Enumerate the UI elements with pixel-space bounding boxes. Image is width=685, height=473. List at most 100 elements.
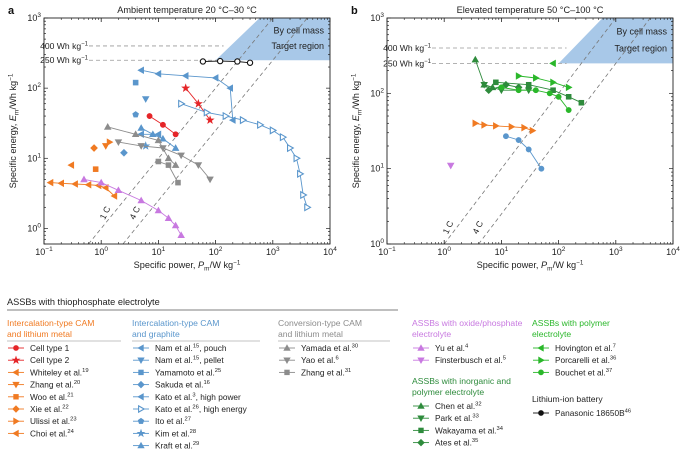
legend-marker (138, 369, 144, 376)
panel-letter: b (351, 5, 358, 17)
legend-label: Park et al.33 (435, 413, 479, 423)
legend-label: Xie et al.22 (30, 404, 69, 414)
legend-marker (417, 357, 425, 364)
legend-marker (417, 402, 425, 409)
legend-marker (13, 417, 20, 425)
legend-label: Ulissi et al.23 (30, 416, 77, 426)
x-tick-label: 104 (323, 246, 337, 257)
legend-group-header: Conversion-type CAM (278, 318, 362, 328)
data-point (515, 72, 523, 80)
legend: ASSBs with thiophosphate electrolyte Inte… (7, 297, 631, 451)
legend-label: Chen et al.32 (435, 401, 482, 411)
legend-entry: Ito et al.27 (133, 416, 191, 426)
series-wakayama-et-al (493, 79, 585, 106)
data-point (480, 81, 488, 89)
x-tick-label: 100 (437, 246, 451, 257)
c-rate-label: 4 C (127, 205, 142, 221)
data-point (226, 84, 233, 92)
chart-title: Elevated temperature 50 °C–100 °C (457, 5, 604, 15)
legend-entry: Whiteley et al.19 (8, 367, 89, 377)
c-rate-line-1 (122, 18, 308, 244)
data-point (149, 130, 157, 138)
panel-letter: a (8, 5, 15, 17)
data-point (216, 57, 224, 65)
data-point (175, 179, 181, 186)
plot-area-b (432, 18, 673, 244)
data-point (525, 146, 532, 153)
legend-label: Woo et al.21 (30, 392, 74, 402)
legend-label: Yamada et al.30 (301, 343, 358, 353)
data-point (154, 70, 162, 78)
y-tick-label: 103 (27, 12, 41, 23)
x-tick-label: 101 (152, 246, 166, 257)
series-sakuda-et-al (120, 148, 128, 157)
target-region-label: Target region (614, 43, 667, 53)
data-point (205, 115, 215, 124)
legend-entry: Cell type 2 (8, 355, 70, 365)
data-point (304, 203, 312, 212)
x-tick-label: 102 (209, 246, 223, 257)
data-point (171, 161, 180, 168)
legend-marker (12, 368, 19, 377)
data-point (110, 192, 118, 200)
legend-entry: Yamamoto et al.25 (133, 367, 221, 377)
data-point (84, 180, 92, 189)
legend-entry: Woo et al.21 (8, 392, 74, 402)
legend-entry: Finsterbusch et al.5 (413, 355, 506, 365)
legend-marker (137, 393, 144, 401)
y-tick-label: 102 (370, 87, 384, 98)
data-point (141, 96, 150, 103)
data-point (211, 74, 219, 82)
data-point (203, 108, 212, 117)
legend-label: Panasonic 18650B46 (555, 408, 631, 418)
data-point (484, 86, 493, 95)
reference-line-label: 400 Wh kg−1 (383, 43, 432, 53)
series-woo-et-al (92, 166, 99, 172)
x-tick-label: 102 (552, 246, 566, 257)
legend-marker (138, 404, 146, 414)
legend-entry: Porcarelli et al.36 (533, 355, 616, 365)
data-point (529, 126, 537, 135)
data-point (533, 74, 540, 82)
legend-entry: Ulissi et al.23 (8, 416, 77, 426)
data-point (171, 144, 180, 151)
data-point (286, 143, 295, 153)
data-point (199, 58, 207, 65)
series-line (518, 75, 569, 88)
legend-label: Cell type 2 (30, 355, 70, 365)
legend-marker (284, 369, 290, 376)
legend-marker (136, 428, 146, 438)
data-point (90, 144, 98, 152)
legend-group-header: Lithium-ion battery (532, 394, 603, 404)
series-yao-et-al (114, 139, 214, 184)
data-point (97, 178, 105, 186)
legend-marker (12, 429, 19, 438)
reference-line-label: 250 Wh kg−1 (40, 55, 89, 65)
legend-entry: Sakuda et al.16 (133, 380, 210, 390)
legend-label: Kim et al.28 (155, 428, 196, 438)
data-point (546, 90, 553, 97)
data-point (114, 139, 123, 146)
reference-line-label: 400 Wh kg−1 (40, 41, 89, 51)
legend-label: Hovington et al.7 (555, 343, 616, 353)
data-point (234, 58, 241, 65)
legend-label: Cell type 1 (30, 343, 70, 353)
data-point (172, 131, 179, 138)
legend-marker (417, 415, 425, 422)
legend-entry: Kato et al.3, high power (133, 392, 241, 402)
series-whiteley-et-al (46, 178, 118, 200)
by-cell-mass-label: By cell mass (616, 27, 667, 37)
data-point (181, 83, 191, 93)
legend-entry: Yao et al.6 (279, 355, 339, 365)
data-point (300, 190, 308, 200)
legend-label: Zhang et al.20 (30, 380, 80, 390)
data-point (493, 122, 500, 130)
by-cell-mass-label: By cell mass (273, 26, 324, 36)
series-nam-et-al-pouch (137, 66, 236, 124)
legend-label: Ito et al.27 (155, 416, 191, 426)
data-point (103, 123, 112, 130)
data-point (222, 111, 231, 121)
data-point (146, 113, 153, 119)
data-point (194, 162, 203, 169)
